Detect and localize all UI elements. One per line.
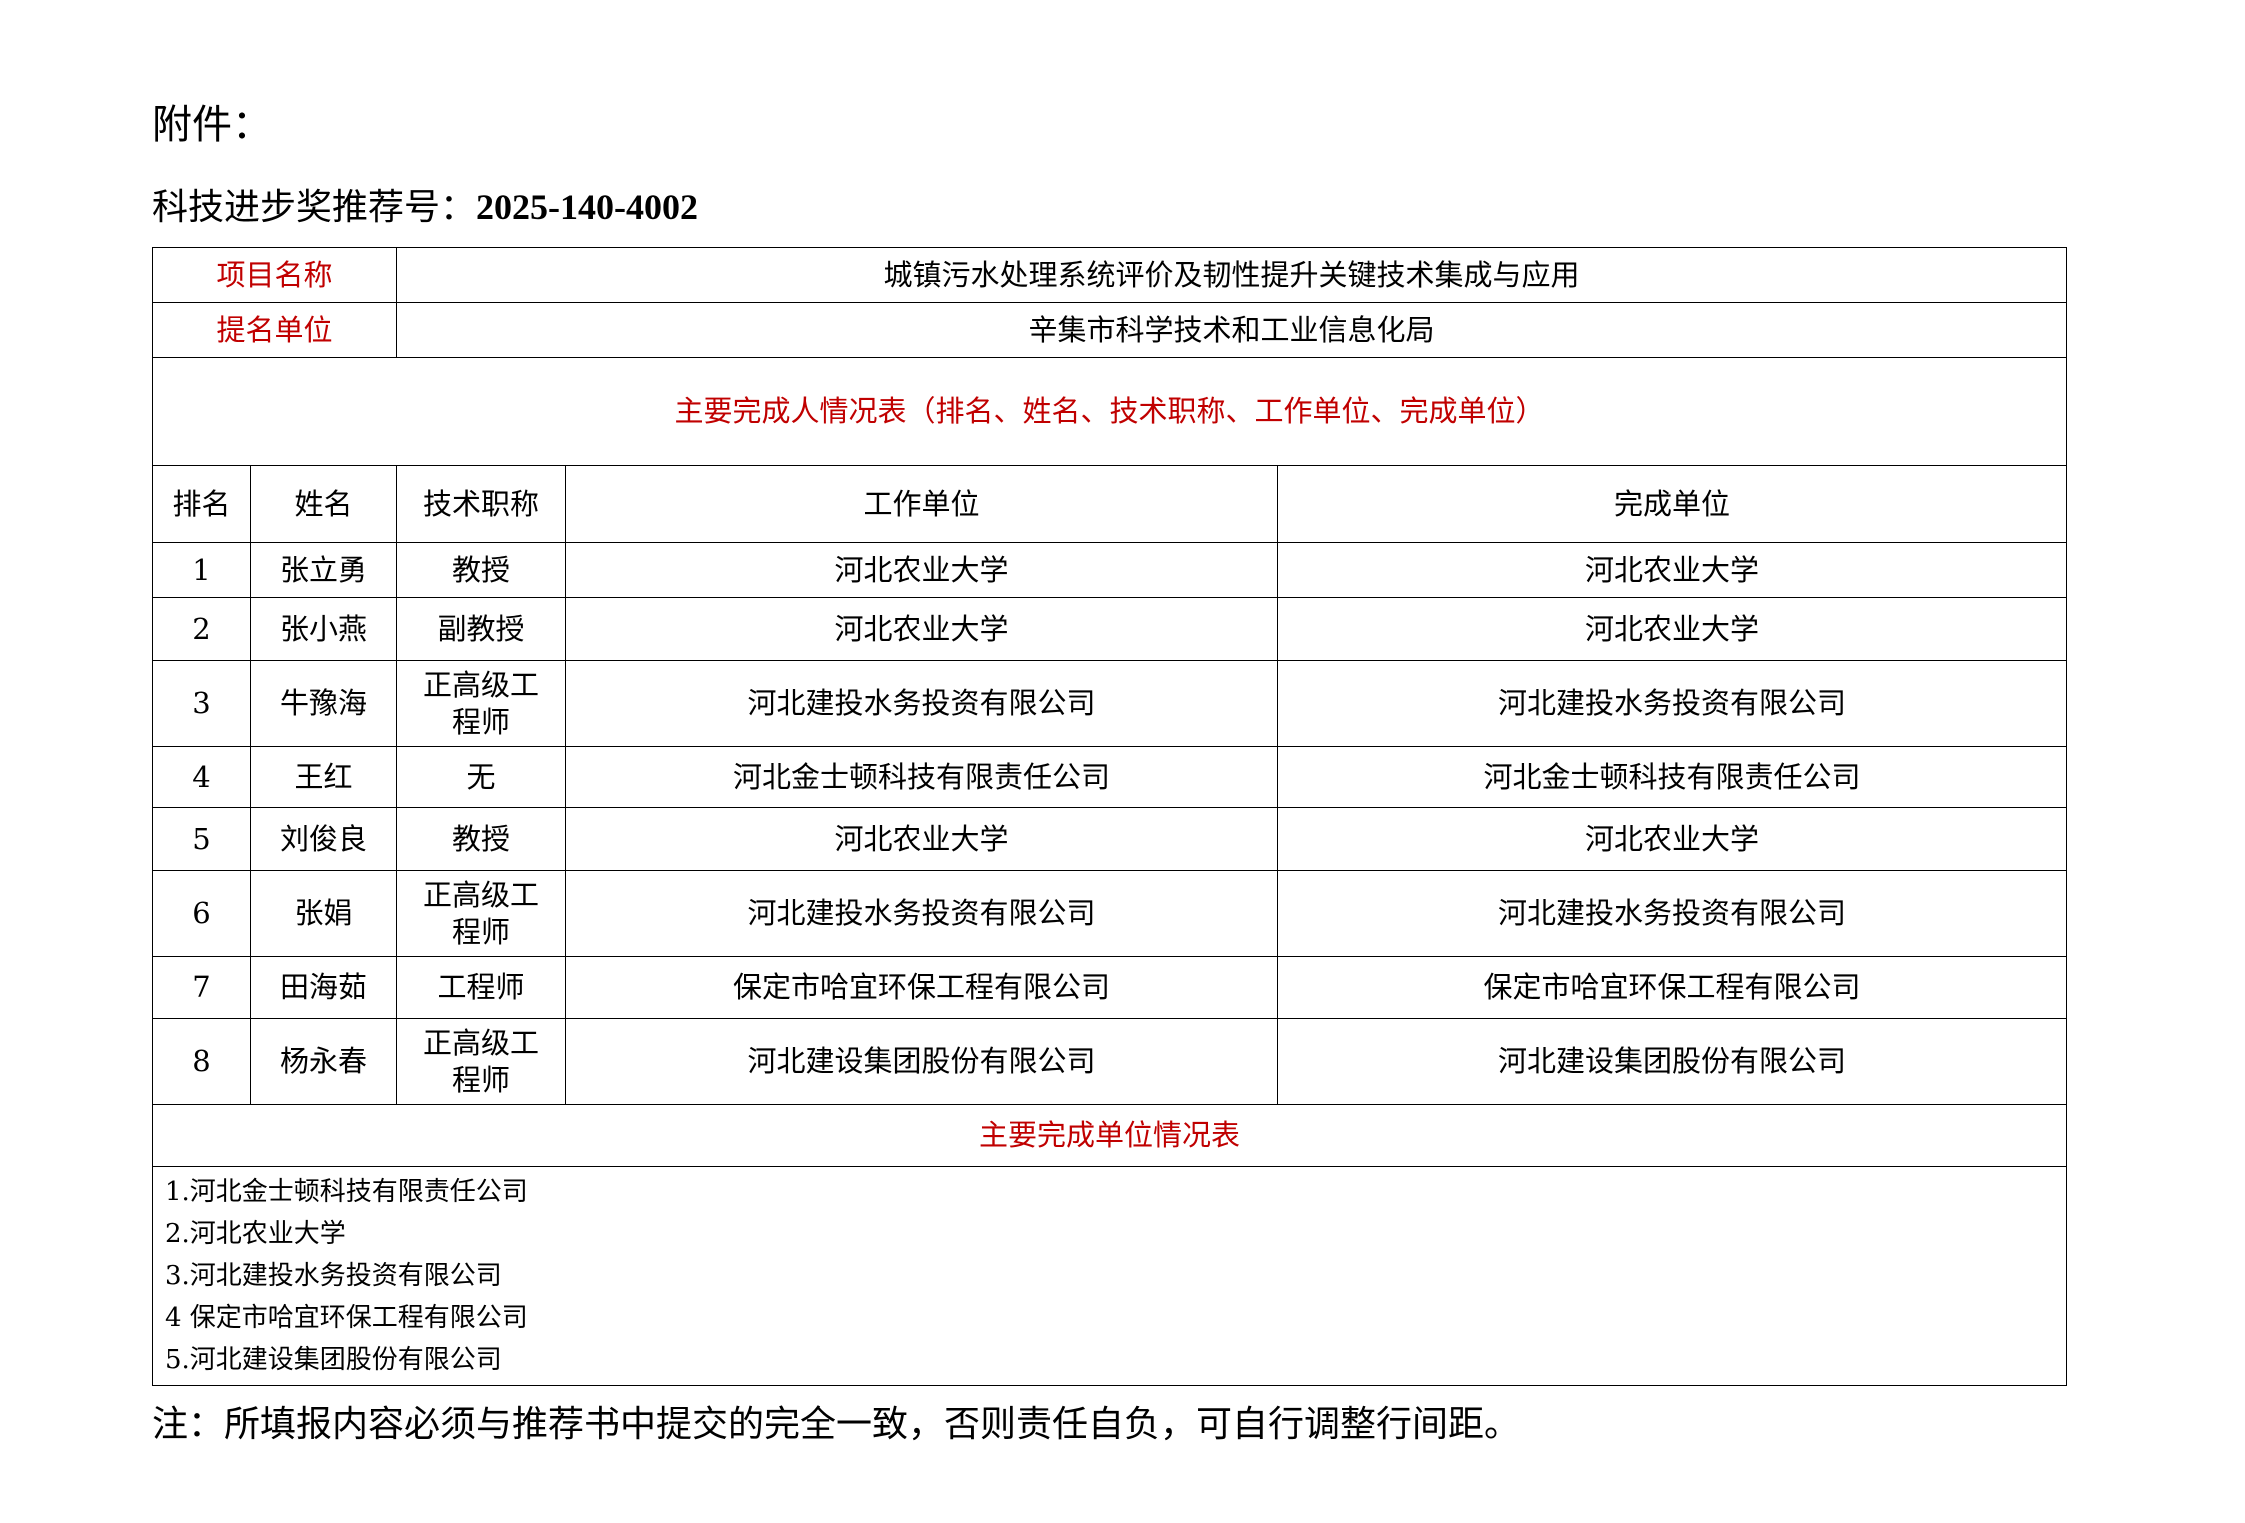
header-work-unit: 工作单位 — [565, 465, 1279, 543]
cell-completion-unit: 河北建投水务投资有限公司 — [1277, 870, 2068, 957]
cell-name: 牛豫海 — [249, 660, 398, 747]
cell-rank: 3 — [152, 660, 251, 747]
cell-rank: 5 — [152, 807, 251, 871]
cell-rank: 6 — [152, 870, 251, 957]
cell-title: 工程师 — [396, 956, 567, 1019]
attachment-label: 附件： — [152, 102, 272, 148]
cell-name: 杨永春 — [249, 1018, 398, 1105]
cell-completion-unit: 河北建投水务投资有限公司 — [1277, 660, 2068, 747]
header-rank: 排名 — [152, 465, 251, 543]
recommend-number: 2025-140-4002 — [476, 187, 698, 227]
persons-section-title: 主要完成人情况表（排名、姓名、技术职称、工作单位、完成单位） — [151, 357, 2068, 466]
cell-rank: 4 — [152, 746, 251, 808]
cell-completion-unit: 河北农业大学 — [1277, 597, 2068, 661]
cell-rank: 1 — [152, 542, 251, 598]
cell-work-unit: 河北金士顿科技有限责任公司 — [565, 746, 1279, 808]
cell-work-unit: 河北建投水务投资有限公司 — [565, 660, 1279, 747]
cell-title: 正高级工程师 — [396, 660, 567, 747]
cell-completion-unit: 保定市哈宜环保工程有限公司 — [1277, 956, 2068, 1019]
cell-work-unit: 河北农业大学 — [565, 597, 1279, 661]
header-name: 姓名 — [249, 465, 398, 543]
nominator-value: 辛集市科学技术和工业信息化局 — [396, 302, 2068, 358]
project-label: 项目名称 — [151, 247, 398, 303]
cell-title: 副教授 — [396, 597, 567, 661]
cell-completion-unit: 河北金士顿科技有限责任公司 — [1277, 746, 2068, 808]
unit-item: 1.河北金士顿科技有限责任公司 — [165, 1177, 528, 1207]
unit-item: 4 保定市哈宜环保工程有限公司 — [165, 1303, 528, 1333]
unit-item: 2.河北农业大学 — [165, 1219, 346, 1249]
cell-title: 无 — [396, 746, 567, 808]
header-completion-unit: 完成单位 — [1277, 465, 2068, 543]
cell-completion-unit: 河北农业大学 — [1277, 807, 2068, 871]
cell-name: 田海茹 — [249, 956, 398, 1019]
table-row: 2 张小燕 副教授 河北农业大学 河北农业大学 — [152, 597, 2068, 661]
cell-name: 张立勇 — [249, 542, 398, 598]
cell-name: 张小燕 — [249, 597, 398, 661]
cell-title: 教授 — [396, 807, 567, 871]
cell-work-unit: 保定市哈宜环保工程有限公司 — [565, 956, 1279, 1019]
unit-item: 5.河北建设集团股份有限公司 — [165, 1345, 502, 1375]
units-section-title: 主要完成单位情况表 — [151, 1104, 2068, 1167]
cell-work-unit: 河北农业大学 — [565, 542, 1279, 598]
cell-completion-unit: 河北建设集团股份有限公司 — [1277, 1018, 2068, 1105]
cell-completion-unit: 河北农业大学 — [1277, 542, 2068, 598]
cell-title: 教授 — [396, 542, 567, 598]
cell-name: 刘俊良 — [249, 807, 398, 871]
cell-name: 王红 — [249, 746, 398, 808]
award-table: 项目名称 城镇污水处理系统评价及韧性提升关键技术集成与应用 提名单位 辛集市科学… — [151, 247, 2068, 1386]
table-row: 7 田海茹 工程师 保定市哈宜环保工程有限公司 保定市哈宜环保工程有限公司 — [152, 956, 2068, 1019]
cell-title: 正高级工程师 — [396, 1018, 567, 1105]
table-row: 6 张娟 正高级工程师 河北建投水务投资有限公司 河北建投水务投资有限公司 — [152, 870, 2068, 957]
footnote: 注：所填报内容必须与推荐书中提交的完全一致，否则责任自负，可自行调整行间距。 — [152, 1404, 1521, 1445]
cell-work-unit: 河北建投水务投资有限公司 — [565, 870, 1279, 957]
cell-rank: 7 — [152, 956, 251, 1019]
table-row: 8 杨永春 正高级工程师 河北建设集团股份有限公司 河北建设集团股份有限公司 — [152, 1018, 2068, 1105]
cell-work-unit: 河北建设集团股份有限公司 — [565, 1018, 1279, 1105]
units-list: 1.河北金士顿科技有限责任公司 2.河北农业大学 3.河北建投水务投资有限公司 … — [151, 1166, 2068, 1386]
table-row: 4 王红无河北金士顿科技有限责任公司 河北金士顿科技有限责任公司 — [152, 746, 2068, 808]
cell-work-unit: 河北农业大学 — [565, 807, 1279, 871]
cell-name: 张娟 — [249, 870, 398, 957]
recommend-label: 科技进步奖推荐号： — [152, 187, 477, 228]
table-row: 3 牛豫海 正高级工程师 河北建投水务投资有限公司 河北建投水务投资有限公司 — [152, 660, 2068, 747]
nominator-label: 提名单位 — [151, 302, 398, 358]
unit-item: 3.河北建投水务投资有限公司 — [165, 1261, 502, 1291]
table-row: 1 张立勇 教授 河北农业大学 河北农业大学 — [152, 542, 2068, 598]
header-row: 排名 姓名 技术职称 工作单位 完成单位 — [152, 465, 2068, 543]
cell-rank: 2 — [152, 597, 251, 661]
table-row: 5 刘俊良 教授 河北农业大学 河北农业大学 — [152, 807, 2068, 871]
cell-title: 正高级工程师 — [396, 870, 567, 957]
recommend-number-line: 科技进步奖推荐号：2025-140-4002 — [152, 178, 698, 230]
project-name: 城镇污水处理系统评价及韧性提升关键技术集成与应用 — [396, 247, 2068, 303]
cell-rank: 8 — [152, 1018, 251, 1105]
header-title: 技术职称 — [396, 465, 567, 543]
